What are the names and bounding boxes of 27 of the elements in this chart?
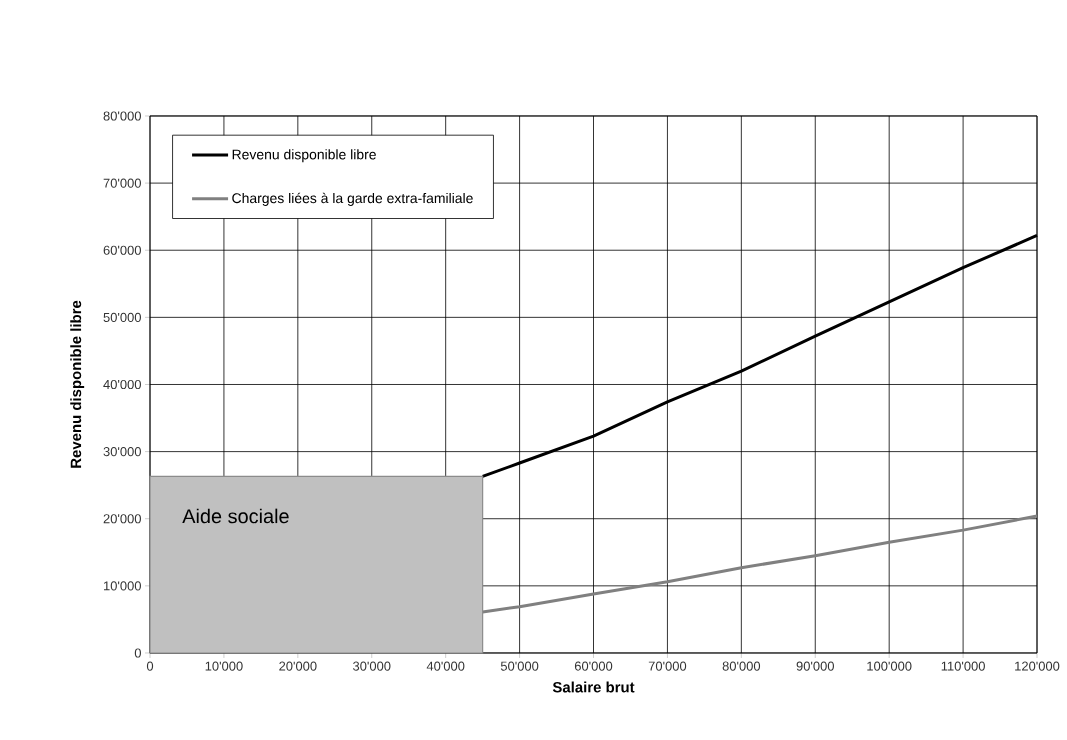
- x-tick-label: 50'000: [500, 661, 539, 671]
- legend-label: Charges liées à la garde extra-familiale: [232, 192, 473, 206]
- band-label: Aide sociale: [182, 508, 289, 524]
- y-tick-label: 50'000: [103, 312, 141, 322]
- legend-label: Revenu disponible libre: [232, 149, 376, 163]
- y-tick-label: 70'000: [103, 178, 141, 188]
- x-axis-title: Salaire brut: [552, 681, 635, 693]
- x-tick-label: 60'000: [574, 661, 613, 671]
- y-tick-label: 10'000: [103, 581, 141, 591]
- x-tick-label: 0: [146, 661, 154, 671]
- y-tick-label: 80'000: [103, 111, 141, 121]
- y-tick-label: 30'000: [103, 447, 141, 457]
- y-tick-label: 20'000: [103, 514, 141, 524]
- x-tick-label: 90'000: [796, 661, 834, 671]
- y-axis-title: Revenu disponible libre: [70, 300, 85, 468]
- y-tick-label: 0: [134, 648, 141, 658]
- x-tick-label: 120'000: [1015, 661, 1060, 671]
- x-tick-label: 10'000: [205, 661, 243, 671]
- x-tick-label: 30'000: [353, 661, 391, 671]
- x-tick-label: 40'000: [426, 661, 465, 671]
- x-tick-label: 110'000: [941, 661, 985, 671]
- y-tick-label: 60'000: [103, 245, 141, 255]
- x-tick-label: 20'000: [279, 661, 317, 671]
- x-tick-label: 70'000: [648, 661, 687, 671]
- x-tick-label: 100'000: [867, 661, 912, 671]
- y-tick-label: 40'000: [103, 379, 141, 390]
- x-tick-label: 80'000: [722, 661, 761, 671]
